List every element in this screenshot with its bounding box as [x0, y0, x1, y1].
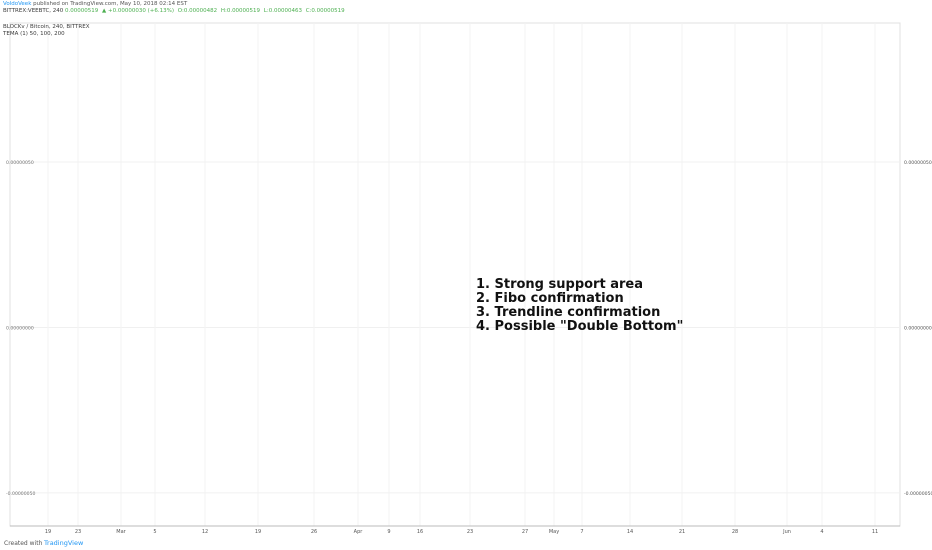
- x-tick-label: 23: [75, 529, 81, 535]
- x-tick-label: 5: [153, 529, 156, 535]
- annotation-line: 2. Fibo confirmation: [476, 291, 624, 306]
- x-tick-label: Apr: [354, 529, 364, 535]
- y-tick-label-left: 0.00000100: [6, 0, 34, 1]
- x-tick-label: 21: [679, 529, 685, 535]
- footer: Created with TradingView: [0, 537, 932, 550]
- x-tick-label: 28: [732, 529, 738, 535]
- x-tick-label: 14: [627, 529, 633, 535]
- publisher-part[interactable]: VoldoVeek: [3, 1, 32, 7]
- ohlc-value: ▲ +0.00000030 (+6.13%): [100, 8, 174, 14]
- x-tick-label: 16: [417, 529, 423, 535]
- ohlc-value: L:0.00000463: [262, 8, 302, 14]
- x-tick-label: 19: [255, 529, 261, 535]
- annotation-line: 3. Trendline confirmation: [476, 305, 660, 320]
- y-tick-label-left: -0.00000050: [6, 491, 35, 497]
- annotation-line: 4. Possible "Double Bottom": [476, 319, 683, 334]
- symbol-line: BITTREX:VEEBTC, 240 0.00000519 ▲ +0.0000…: [3, 8, 347, 15]
- publisher-part: published on TradingView.com, May 10, 20…: [31, 1, 188, 7]
- x-tick-label: 27: [522, 529, 528, 535]
- indicator-label[interactable]: TEMA (1) 50, 100, 200: [3, 31, 65, 37]
- instrument-label: BLOCKv / Bitcoin, 240, BITTREX: [3, 24, 90, 30]
- x-tick-label: 12: [202, 529, 208, 535]
- x-tick-label: 7: [580, 529, 583, 535]
- x-tick-label: 11: [872, 529, 878, 535]
- x-tick-label: 23: [467, 529, 473, 535]
- x-tick-label: 19: [45, 529, 51, 535]
- price-axis[interactable]: 0.000009000.000008500.000008000.00000750…: [904, 0, 932, 497]
- tradingview-logo[interactable]: TradingView: [44, 539, 84, 547]
- x-tick-label: 4: [820, 529, 823, 535]
- x-tick-label: Mar: [116, 529, 126, 535]
- created-with-label: Created with: [4, 540, 43, 547]
- x-tick-label: 26: [311, 529, 317, 535]
- ohlc-values: 0.00000519 ▲ +0.00000030 (+6.13%) O:0.00…: [65, 8, 347, 14]
- y-tick-label: 0.00000000: [904, 325, 932, 331]
- plot-area: [9, 22, 901, 527]
- price-axis-left: 0.000009000.000008500.000008000.00000750…: [6, 0, 35, 497]
- annotation-line: 1. Strong support area: [476, 277, 643, 292]
- ohlc-value: H:0.00000519: [219, 8, 261, 14]
- ohlc-value: 0.00000519: [65, 8, 99, 14]
- y-tick-label: -0.00000050: [904, 491, 932, 497]
- publisher-line: VoldoVeek published on TradingView.com, …: [3, 1, 187, 8]
- ohlc-value: C:0.00000519: [303, 8, 345, 14]
- ohlc-value: O:0.00000482: [176, 8, 218, 14]
- y-tick-label-left: 0.00000000: [6, 325, 34, 331]
- x-tick-label: May: [549, 529, 559, 535]
- x-tick-label: Jun: [782, 529, 791, 535]
- x-tick-label: 9: [387, 529, 390, 535]
- time-axis[interactable]: 19 23 Mar 5 12 19 26 Apr 9 16 23 27 May 7 14 21 28 Jun 4 11: [10, 525, 900, 535]
- chart-header: VoldoVeek published on TradingView.com, …: [0, 0, 932, 42]
- y-tick-label: 0.00000100: [904, 0, 932, 1]
- y-tick-label: 0.00000050: [904, 160, 932, 166]
- y-tick-label-left: 0.00000050: [6, 160, 34, 166]
- symbol: BITTREX:VEEBTC, 240: [3, 8, 64, 14]
- grid: [10, 23, 900, 526]
